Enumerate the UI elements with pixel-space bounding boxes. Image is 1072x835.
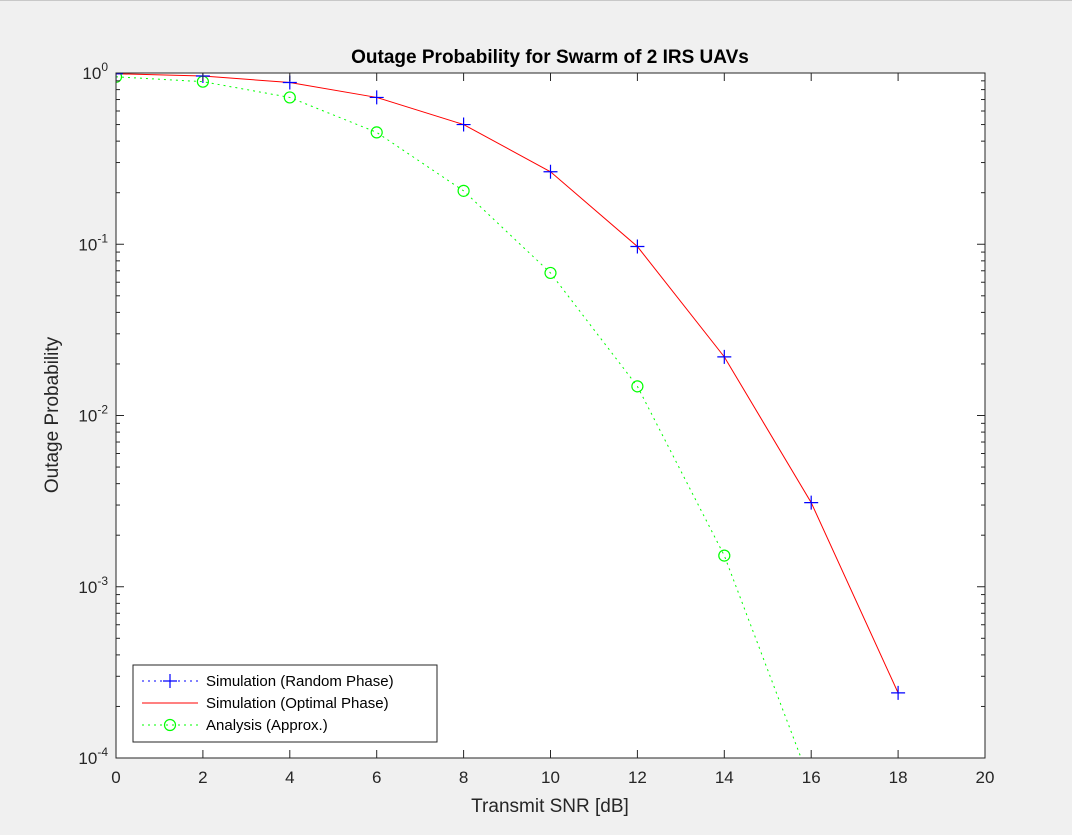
data-point-plus: [804, 495, 819, 510]
x-tick-label: 16: [802, 768, 821, 787]
chart-title: Outage Probability for Swarm of 2 IRS UA…: [351, 47, 749, 68]
data-point-circle: [116, 73, 123, 83]
legend: Simulation (Random Phase) Simulation (Opt…: [132, 664, 438, 743]
y-axis-label: Outage Probability: [42, 336, 63, 493]
x-tick-label: 2: [198, 768, 207, 787]
tick-layer: 0 2 4 6 8 10 12 14 16 18 20 100 10-1 10-2 10-3 10-4: [78, 60, 994, 787]
x-tick-label: 10: [541, 768, 560, 787]
data-point-circle: [283, 91, 296, 104]
x-tick-label: 6: [372, 768, 381, 787]
data-point-plus: [891, 685, 906, 700]
data-point-plus: [717, 349, 732, 364]
x-tick-label: 4: [285, 768, 294, 787]
x-tick-label: 0: [111, 768, 120, 787]
x-tick-label: 20: [976, 768, 995, 787]
x-tick-label: 8: [459, 768, 468, 787]
series-simulation-optimal-phase: [116, 73, 899, 694]
x-tick-label: 14: [715, 768, 734, 787]
x-tick-label: 18: [889, 768, 908, 787]
data-point-circle: [631, 380, 644, 393]
data-point-plus: [369, 90, 384, 105]
legend-entry-label: Simulation (Random Phase): [206, 673, 394, 690]
y-tick-label: 10-4: [78, 745, 108, 768]
series-line-analysis-approx: [116, 76, 802, 758]
data-point-plus: [543, 164, 558, 179]
legend-marker-plus: [163, 674, 177, 688]
data-point-circle: [544, 266, 557, 280]
plot-area: [116, 73, 985, 758]
y-tick-label: 10-1: [78, 231, 108, 254]
data-point-circle: [718, 549, 731, 562]
legend-entry-label: Simulation (Optimal Phase): [206, 695, 389, 712]
series-layer: [116, 73, 906, 758]
data-point-circle: [370, 126, 383, 139]
data-point-plus: [116, 73, 123, 81]
data-point-plus: [456, 117, 471, 132]
x-axis-label: Transmit SNR [dB]: [471, 796, 629, 817]
y-tick-label: 10-2: [78, 403, 108, 426]
legend-entry-label: Analysis (Approx.): [206, 717, 328, 734]
y-tick-label: 10-3: [78, 574, 108, 597]
data-point-plus: [630, 239, 645, 254]
series-line-simulation-optimal-phase: [116, 73, 899, 694]
legend-marker-circle: [163, 718, 177, 732]
x-tick-label: 12: [628, 768, 647, 787]
data-point-circle: [457, 184, 470, 197]
y-tick-label: 100: [82, 60, 108, 83]
series-analysis-approx: [116, 73, 802, 758]
